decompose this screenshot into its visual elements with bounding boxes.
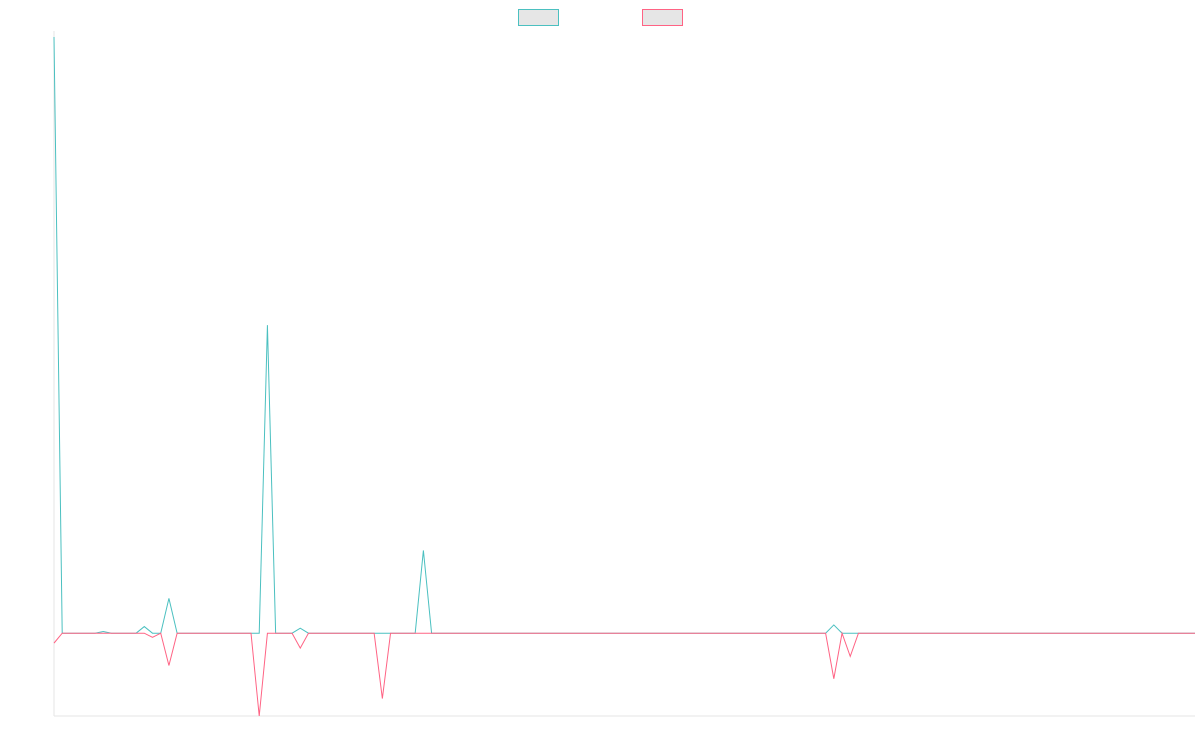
- legend[interactable]: [518, 9, 683, 26]
- series-line-2: [53, 631, 1195, 717]
- series-layer: [53, 36, 1195, 717]
- legend-swatch-series-1[interactable]: [518, 9, 559, 26]
- axes: [53, 31, 1195, 717]
- legend-swatch-series-2[interactable]: [642, 9, 683, 26]
- series-line-1: [53, 36, 1195, 634]
